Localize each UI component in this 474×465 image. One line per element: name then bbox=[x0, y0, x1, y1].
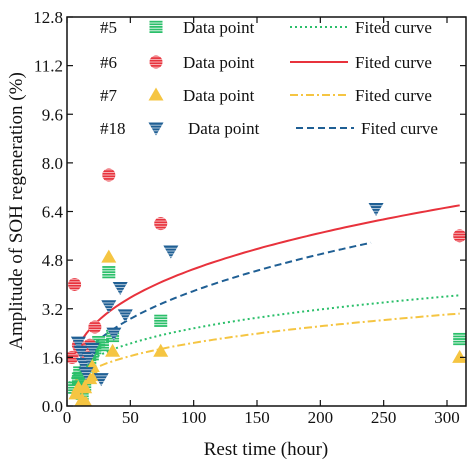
x-tick-label: 50 bbox=[122, 408, 139, 427]
y-tick-label: 9.6 bbox=[42, 105, 63, 124]
legend-marker bbox=[149, 20, 163, 33]
legend-point-label: Data point bbox=[183, 86, 255, 105]
y-tick-label: 8.0 bbox=[42, 154, 63, 173]
y-tick-label: 12.8 bbox=[33, 8, 63, 27]
legend-curve-label: Fited curve bbox=[355, 18, 432, 37]
legend-row-series-5: #5 Data point Fited curve bbox=[100, 18, 432, 37]
data-point-series-5 bbox=[154, 314, 168, 327]
data-points bbox=[67, 168, 466, 406]
data-point-series-5 bbox=[95, 339, 109, 352]
legend-point-label: Data point bbox=[183, 18, 255, 37]
x-tick-label: 0 bbox=[63, 408, 72, 427]
data-point-series-5 bbox=[453, 332, 466, 346]
plot-layer bbox=[67, 168, 466, 406]
data-point-series-6 bbox=[88, 320, 102, 334]
legend-curve-label: Fited curve bbox=[355, 86, 432, 105]
data-point-series-5 bbox=[102, 266, 116, 279]
fitted-curve-series-7 bbox=[72, 312, 460, 384]
data-point-series-18 bbox=[93, 373, 109, 387]
legend-row-series-6: #6 Data point Fited curve bbox=[100, 53, 432, 72]
data-point-series-18 bbox=[70, 336, 86, 350]
x-tick-label: 250 bbox=[371, 408, 397, 427]
y-tick-label: 3.2 bbox=[42, 300, 63, 319]
data-point-series-7 bbox=[79, 395, 93, 406]
y-axis-title: Amplitude of SOH regeneration (%) bbox=[6, 72, 27, 350]
y-tick-label: 6.4 bbox=[42, 203, 64, 222]
legend-curve-label: Fited curve bbox=[361, 119, 438, 138]
y-tick-label: 1.6 bbox=[42, 348, 63, 367]
data-point-series-18 bbox=[73, 345, 89, 359]
data-point-series-18 bbox=[112, 281, 128, 295]
data-point-series-6 bbox=[68, 277, 82, 291]
legend-marker bbox=[148, 122, 164, 136]
x-tick-label: 300 bbox=[434, 408, 460, 427]
data-point-series-7 bbox=[452, 349, 466, 363]
data-point-series-6 bbox=[102, 168, 116, 182]
y-tick-label: 4.8 bbox=[42, 251, 63, 270]
data-point-series-18 bbox=[101, 300, 117, 314]
y-tick-label: 0.0 bbox=[42, 397, 63, 416]
legend-series-name: #7 bbox=[100, 86, 118, 105]
fitted-curves bbox=[68, 204, 460, 384]
data-point-series-7 bbox=[153, 343, 169, 357]
y-tick-label: 11.2 bbox=[34, 57, 63, 76]
data-point-series-7 bbox=[101, 249, 117, 263]
legend-curve-label: Fited curve bbox=[355, 53, 432, 72]
legend-series-name: #18 bbox=[100, 119, 126, 138]
data-point-series-7 bbox=[77, 380, 93, 394]
fitted-curve-series-18 bbox=[78, 241, 372, 361]
data-point-series-18 bbox=[78, 367, 94, 381]
legend-row-series-18: #18 Data point Fited curve bbox=[100, 119, 438, 138]
data-point-series-18 bbox=[106, 327, 122, 341]
x-axis-title: Rest time (hour) bbox=[204, 439, 329, 460]
legend-row-series-7: #7 Data point Fited curve bbox=[100, 86, 432, 105]
data-point-series-6 bbox=[154, 217, 168, 231]
legend-point-label: Data point bbox=[183, 53, 255, 72]
legend-marker bbox=[148, 87, 164, 101]
legend-marker bbox=[149, 55, 163, 69]
legend-series-name: #6 bbox=[100, 53, 117, 72]
data-point-series-7 bbox=[105, 343, 121, 357]
x-tick-label: 150 bbox=[244, 408, 270, 427]
data-point-series-6 bbox=[453, 229, 466, 243]
x-tick-label: 200 bbox=[308, 408, 334, 427]
axes: 0 50 100 150 200 250 300 0.0 1.6 3.2 4.8 6.4 8.0 9.6 1… bbox=[33, 8, 467, 427]
legend: #5 Data point Fited curve #6 Data point Fited… bbox=[100, 18, 438, 138]
x-tick-label: 100 bbox=[181, 408, 207, 427]
data-point-series-18 bbox=[117, 309, 133, 323]
legend-series-name: #5 bbox=[100, 18, 117, 37]
data-point-series-18 bbox=[368, 202, 384, 216]
data-point-series-18 bbox=[84, 342, 100, 356]
legend-point-label: Data point bbox=[188, 119, 260, 138]
data-point-series-18 bbox=[163, 245, 179, 259]
fitted-curve-series-6 bbox=[76, 204, 460, 349]
